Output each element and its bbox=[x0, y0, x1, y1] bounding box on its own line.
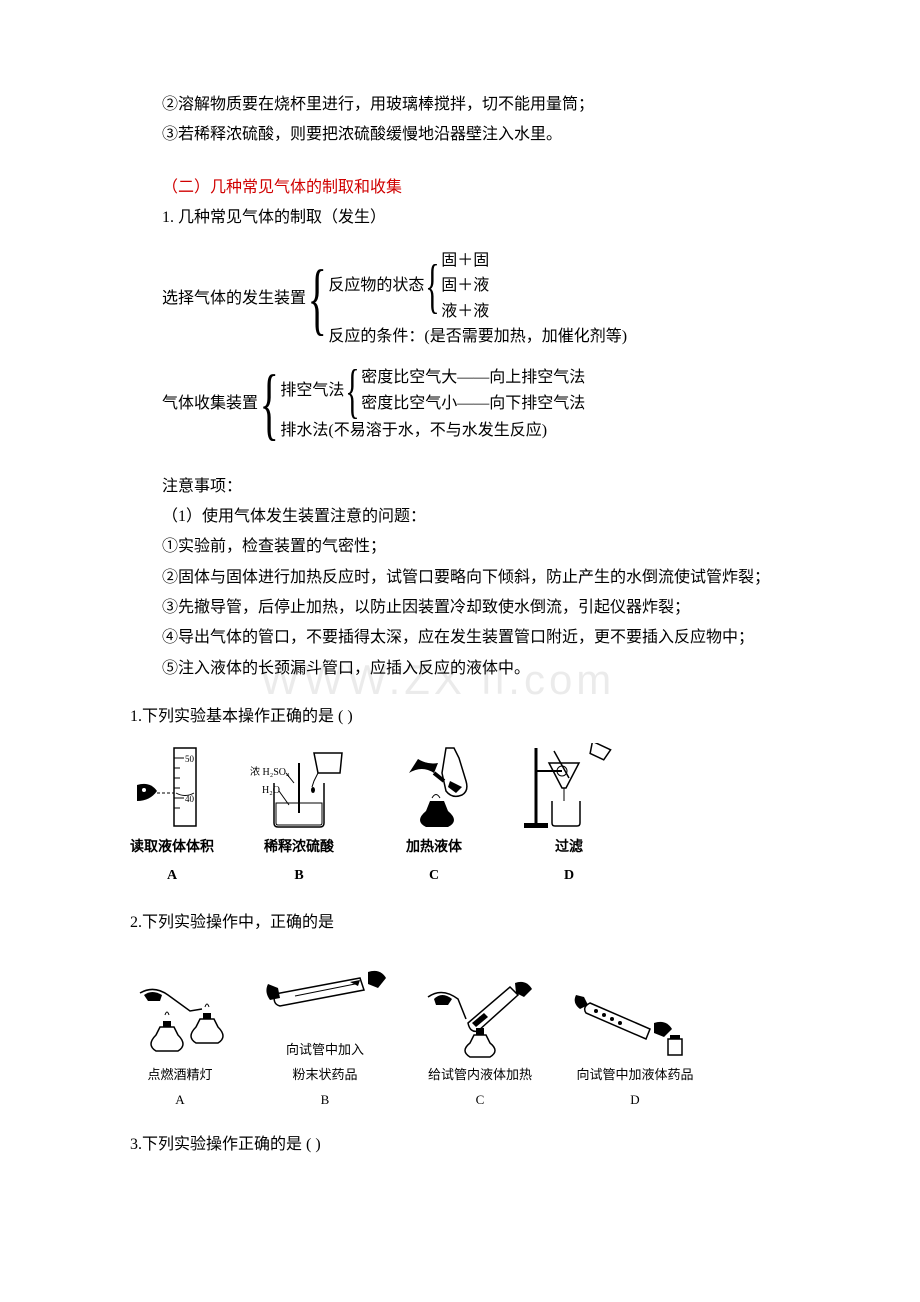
q1-letter-d: D bbox=[564, 863, 574, 890]
q2-fig-b: 向试管中加入 粉末状药品 B bbox=[260, 948, 390, 1112]
q2-cap-c: 给试管内液体加热 bbox=[428, 1063, 532, 1088]
q1-fig-c: 加热液体 C bbox=[384, 743, 484, 890]
formula1-lead: 选择气体的发生装置 bbox=[162, 284, 306, 314]
q1-cap-a: 读取液体体积 bbox=[130, 835, 214, 862]
f1-item2: 反应的条件：(是否需要加热，加催化剂等) bbox=[328, 324, 627, 350]
heat-liquid-icon bbox=[384, 743, 484, 833]
f2-air-0: 密度比空气大——向上排空气法 bbox=[361, 365, 585, 391]
brace-icon: { bbox=[308, 263, 327, 335]
q1-letter-a: A bbox=[167, 863, 177, 890]
add-powder-icon bbox=[260, 948, 390, 1038]
f1-state-2: 液＋液 bbox=[441, 299, 489, 325]
brace-icon: { bbox=[260, 368, 279, 440]
brace-icon: { bbox=[426, 259, 440, 313]
section-b-sub1: 1. 几种常见气体的制取（发生） bbox=[130, 203, 795, 233]
q2-fig-a: 点燃酒精灯 A bbox=[130, 973, 230, 1112]
f2-air-1: 密度比空气小——向下排空气法 bbox=[361, 391, 585, 417]
heat-tube-icon bbox=[420, 973, 540, 1063]
notes-title: 注意事项： bbox=[130, 472, 795, 502]
q1-cap-d: 过滤 bbox=[555, 835, 583, 862]
dilute-acid-icon: 浓 H₂SO₄ H₂O bbox=[244, 743, 354, 833]
q1-cap-b: 稀释浓硫酸 bbox=[264, 835, 334, 862]
notes-n1c: ③先撤导管，后停止加热，以防止因装置冷却致使水倒流，引起仪器炸裂； bbox=[130, 593, 795, 623]
q2-fig-d: 向试管中加液体药品 D bbox=[570, 973, 700, 1112]
q2-figures: 点燃酒精灯 A 向试管中加入 粉末状药品 B 给试管内液体加热 C bbox=[130, 948, 795, 1112]
intro-line-2: ②溶解物质要在烧杯里进行，用玻璃棒搅拌，切不能用量筒； bbox=[130, 90, 795, 120]
q2-cap-b: 向试管中加入 粉末状药品 bbox=[286, 1038, 364, 1087]
question-1: 1.下列实验基本操作正确的是 ( ) bbox=[130, 702, 795, 732]
q2-cap-a: 点燃酒精灯 bbox=[147, 1063, 212, 1088]
formula-collect: 气体收集装置 { 排空气法 { 密度比空气大——向上排空气法 密度比空气小——向… bbox=[162, 364, 795, 444]
q1-letter-c: C bbox=[429, 863, 439, 890]
q1-fig-b: 浓 H₂SO₄ H₂O 稀释浓硫酸 B bbox=[244, 743, 354, 890]
q2-letter-a: A bbox=[175, 1088, 184, 1113]
f1-state-1: 固＋液 bbox=[441, 273, 489, 299]
notes-n1a: ①实验前，检查装置的气密性； bbox=[130, 532, 795, 562]
f2-item1: 排空气法 bbox=[280, 378, 344, 404]
question-3: 3.下列实验操作正确的是 ( ) bbox=[130, 1130, 795, 1160]
cylinder-read-icon: 50 40 bbox=[132, 743, 212, 833]
q1-fig-d: 过滤 D bbox=[514, 743, 624, 890]
filter-icon bbox=[514, 743, 624, 833]
question-2: 2.下列实验操作中，正确的是 bbox=[130, 908, 795, 938]
intro-line-3: ③若稀释浓硫酸，则要把浓硫酸缓慢地沿器壁注入水里。 bbox=[130, 120, 795, 150]
q2-letter-d: D bbox=[630, 1088, 639, 1113]
q1-letter-b: B bbox=[294, 863, 303, 890]
svg-text:50: 50 bbox=[185, 754, 195, 764]
q2-letter-c: C bbox=[476, 1088, 485, 1113]
q1-fig-a: 50 40 读取液体体积 A bbox=[130, 743, 214, 890]
add-liquid-icon bbox=[570, 973, 700, 1063]
section-b-title: （二）几种常见气体的制取和收集 bbox=[130, 173, 795, 203]
light-lamp-icon bbox=[130, 973, 230, 1063]
q2-fig-c: 给试管内液体加热 C bbox=[420, 973, 540, 1112]
formula2-lead: 气体收集装置 bbox=[162, 389, 258, 419]
f2-item2: 排水法(不易溶于水，不与水发生反应) bbox=[280, 418, 585, 444]
notes-n1e: ⑤注入液体的长颈漏斗管口，应插入反应的液体中。 bbox=[130, 654, 795, 684]
notes-n1d: ④导出气体的管口，不要插得太深，应在发生装置管口附近，更不要插入反应物中； bbox=[130, 623, 795, 653]
q1-cap-c: 加热液体 bbox=[406, 835, 462, 862]
f1-state-0: 固＋固 bbox=[441, 248, 489, 274]
notes-n1b: ②固体与固体进行加热反应时，试管口要略向下倾斜，防止产生的水倒流使试管炸裂； bbox=[130, 563, 795, 593]
q2-cap-d: 向试管中加液体药品 bbox=[576, 1063, 693, 1088]
f1-item1: 反应物的状态 bbox=[328, 273, 424, 299]
q2-letter-b: B bbox=[321, 1088, 330, 1113]
brace-icon: { bbox=[346, 364, 360, 418]
svg-text:H₂O: H₂O bbox=[262, 785, 280, 796]
svg-text:浓 H₂SO₄: 浓 H₂SO₄ bbox=[250, 766, 290, 778]
notes-n1: （1）使用气体发生装置注意的问题： bbox=[130, 502, 795, 532]
formula-device-select: 选择气体的发生装置 { 反应物的状态 { 固＋固 固＋液 液＋液 反应的条件：(… bbox=[162, 248, 795, 350]
q1-figures: 50 40 读取液体体积 A 浓 H₂SO₄ H₂O 稀释浓硫酸 bbox=[130, 743, 795, 890]
